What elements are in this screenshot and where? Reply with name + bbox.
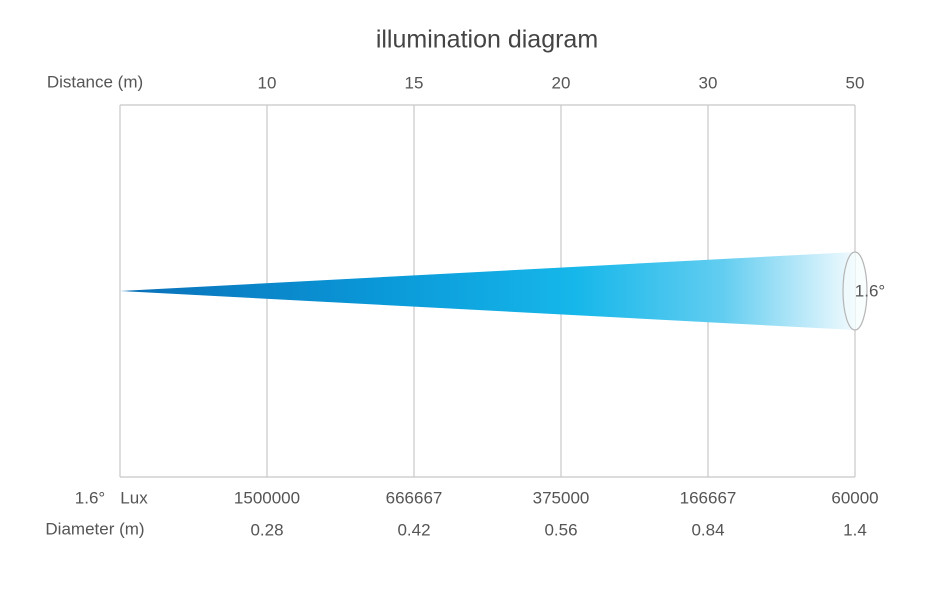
- distance: 50: [846, 73, 865, 92]
- diameter-label: Diameter (m): [45, 519, 144, 538]
- distance: 15: [405, 73, 424, 92]
- diameter-value: 0.42: [397, 520, 430, 539]
- beam-angle: 1.6°: [855, 281, 885, 300]
- beam: [120, 252, 855, 330]
- beam-angle-row: 1.6°: [75, 488, 105, 507]
- lux-value: 375000: [533, 488, 590, 507]
- title: illumination diagram: [376, 26, 598, 54]
- distance: 10: [258, 73, 277, 92]
- lux-value: 166667: [680, 488, 737, 507]
- beam-end: [842, 251, 868, 331]
- distance: 20: [552, 73, 571, 92]
- diameter-value: 0.28: [250, 520, 283, 539]
- diameter-value: 0.56: [544, 520, 577, 539]
- lux-label: Lux: [120, 488, 148, 507]
- lux-value: 1500000: [234, 488, 300, 507]
- distance: 30: [699, 73, 718, 92]
- diameter-value: 0.84: [691, 520, 724, 539]
- lux-value: 60000: [831, 488, 878, 507]
- distance-label: Distance (m): [47, 72, 143, 91]
- diameter-value: 1.4: [843, 520, 867, 539]
- lux-value: 666667: [386, 488, 443, 507]
